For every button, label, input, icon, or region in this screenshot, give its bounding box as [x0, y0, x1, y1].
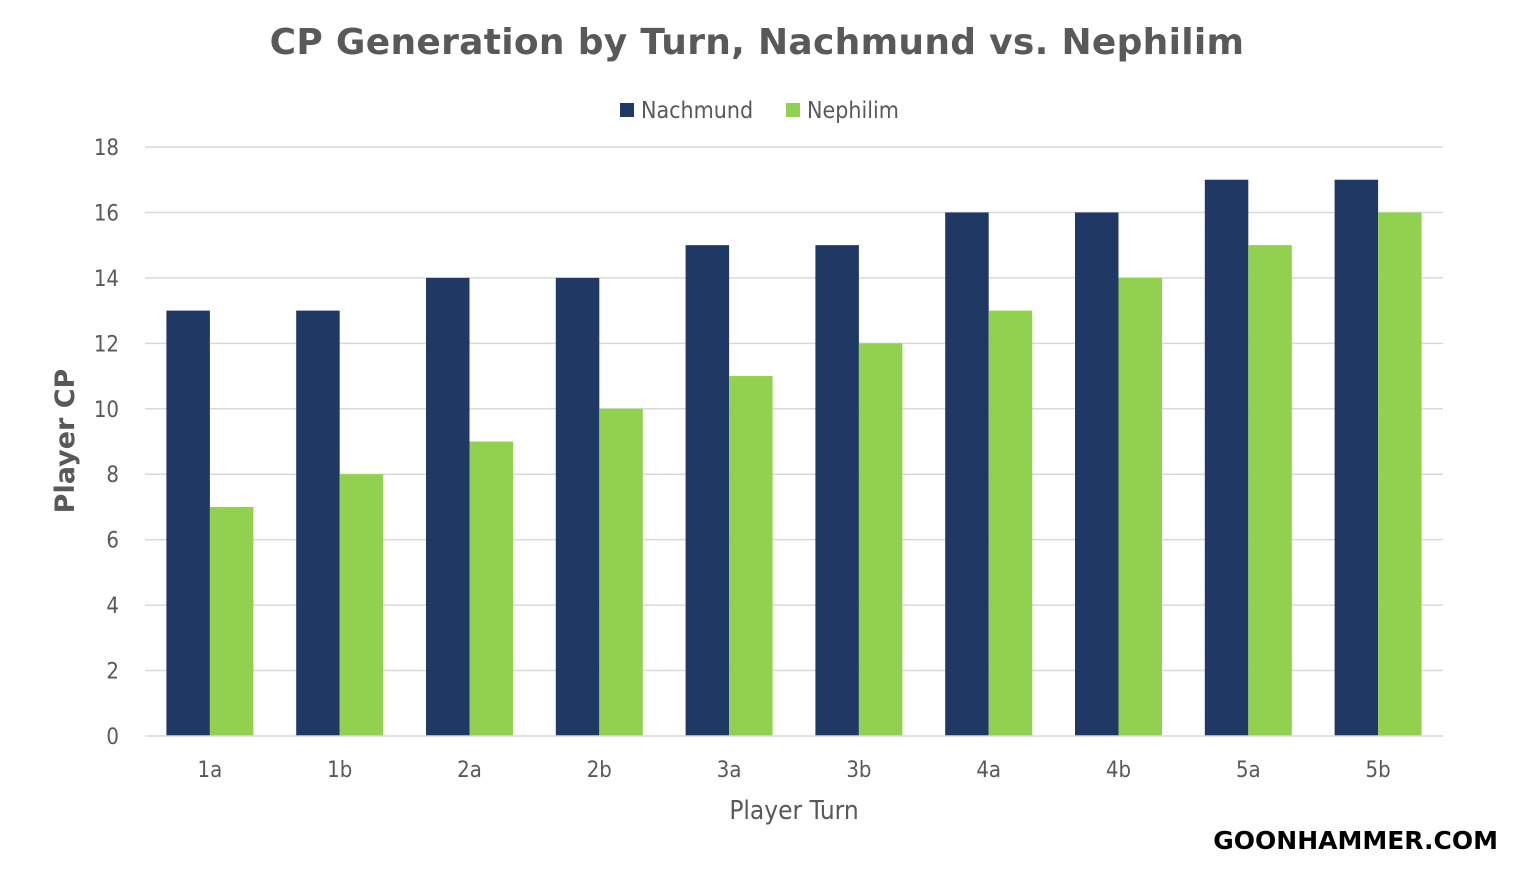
bar-nachmund-3b [815, 245, 859, 736]
x-tick-label: 1b [327, 758, 352, 783]
y-tick-label: 10 [94, 398, 119, 423]
legend: Nachmund Nephilim [620, 98, 899, 124]
bar-nephilim-2a [469, 441, 513, 736]
bar-nephilim-3b [858, 343, 903, 736]
bar-nephilim-5a [1248, 245, 1292, 736]
bar-nephilim-4b [1118, 277, 1162, 736]
x-tick-label: 3b [846, 758, 871, 783]
bar-nachmund-4a [945, 212, 989, 736]
bar-nachmund-2b [555, 277, 600, 736]
y-axis-label: Player CP [50, 369, 81, 514]
x-axis-label: Player Turn [729, 796, 858, 826]
bar-nachmund-1a [166, 310, 210, 736]
y-tick-label: 2 [106, 660, 119, 685]
y-tick-label: 14 [94, 267, 119, 292]
bar-nachmund-3a [685, 245, 730, 736]
chart-title: CP Generation by Turn, Nachmund vs. Neph… [269, 22, 1245, 63]
bar-nachmund-5b [1334, 179, 1379, 736]
bars [166, 179, 1422, 736]
x-tick-label: 2b [587, 758, 612, 783]
bar-nephilim-5b [1378, 212, 1422, 736]
y-tick-label: 6 [106, 529, 119, 554]
x-tick-label: 5b [1366, 758, 1391, 783]
legend-label-nachmund: Nachmund [641, 98, 753, 124]
y-tick-label: 16 [94, 201, 119, 226]
y-tick-label: 4 [106, 594, 119, 619]
y-tick-label: 18 [94, 136, 119, 161]
x-tick-label: 4b [1106, 758, 1131, 783]
legend-swatch-nephilim [786, 103, 800, 117]
bar-nephilim-3a [729, 376, 773, 736]
x-tick-label: 4a [976, 758, 1001, 783]
bar-nachmund-1b [296, 310, 340, 736]
legend-swatch-nachmund [620, 103, 634, 117]
bar-nachmund-4b [1075, 212, 1119, 736]
bar-nachmund-2a [426, 277, 470, 736]
bar-nephilim-1b [339, 474, 384, 736]
watermark: GOONHAMMER.COM [1213, 826, 1498, 855]
x-tick-label: 5a [1236, 758, 1261, 783]
y-tick-label: 8 [106, 463, 119, 488]
bar-nephilim-4a [988, 310, 1033, 736]
y-axis-ticks: 0 2 4 6 8 10 12 14 16 18 [94, 136, 119, 750]
x-tick-label: 2a [457, 758, 482, 783]
legend-label-nephilim: Nephilim [807, 98, 899, 124]
bar-nephilim-1a [209, 506, 254, 736]
x-axis-ticks: 1a 1b 2a 2b 3a 3b 4a 4b 5a 5b [198, 758, 1391, 783]
bar-nachmund-5a [1204, 179, 1249, 736]
x-tick-label: 1a [198, 758, 223, 783]
y-tick-label: 12 [94, 332, 119, 357]
y-tick-label: 0 [106, 725, 119, 750]
x-tick-label: 3a [717, 758, 742, 783]
bar-nephilim-2b [599, 408, 643, 736]
